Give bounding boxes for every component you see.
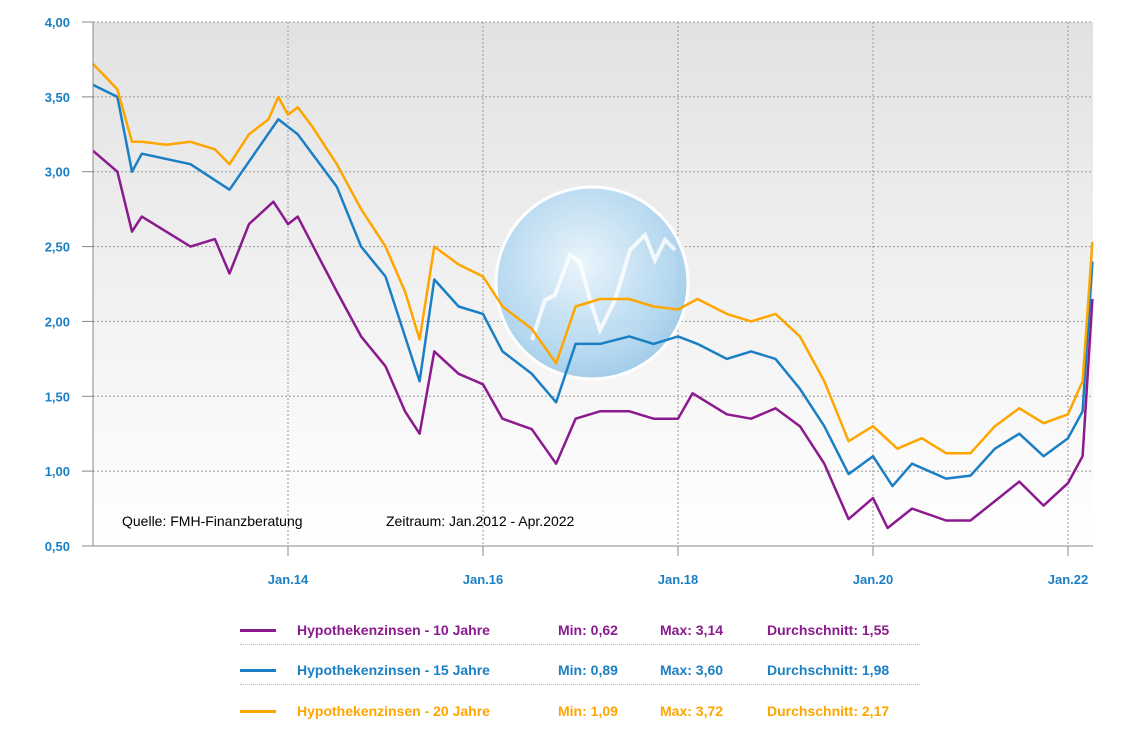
legend-item-15y: Hypothekenzinsen - 15 Jahre Min: 0,89 Ma… <box>240 652 920 692</box>
legend-max: Max: 3,72 <box>660 703 724 719</box>
legend-max: Max: 3,14 <box>660 622 724 638</box>
legend-swatch <box>240 669 276 672</box>
x-tick-label: Jan.22 <box>1048 572 1088 587</box>
x-tick-label: Jan.20 <box>853 572 893 587</box>
legend-item-20y: Hypothekenzinsen - 20 Jahre Min: 1,09 Ma… <box>240 693 920 733</box>
series-line-15y <box>92 83 1094 488</box>
watermark-logo <box>494 185 690 381</box>
legend-divider <box>240 644 920 645</box>
y-tick-label: 2,50 <box>45 240 70 255</box>
legend-min: Min: 0,89 <box>558 662 618 678</box>
y-tick-label: 4,00 <box>45 15 70 30</box>
legend-avg: Durchschnitt: 1,98 <box>767 662 890 678</box>
y-tick-label: 1,50 <box>45 389 70 404</box>
legend-avg: Durchschnitt: 2,17 <box>767 703 890 719</box>
legend-label: Hypothekenzinsen - 10 Jahre <box>297 622 490 638</box>
legend-swatch <box>240 710 276 713</box>
y-tick-label: 0,50 <box>45 539 70 554</box>
y-tick-label: 3,00 <box>45 165 70 180</box>
y-tick-label: 3,50 <box>45 90 70 105</box>
x-tick-label: Jan.14 <box>268 572 309 587</box>
legend-min: Min: 1,09 <box>558 703 618 719</box>
period-annotation: Zeitraum: Jan.2012 - Apr.2022 <box>386 513 575 529</box>
series-line-10y <box>92 149 1094 530</box>
line-chart: 4,00 3,50 3,00 2,50 2,00 1,50 1,00 0,50 Jan.14 Ja… <box>45 15 1094 587</box>
legend-avg: Durchschnitt: 1,55 <box>767 622 890 638</box>
source-annotation: Quelle: FMH-Finanzberatung <box>122 513 303 529</box>
legend-swatch <box>240 629 276 632</box>
legend-max: Max: 3,60 <box>660 662 724 678</box>
y-tick-label: 2,00 <box>45 314 70 329</box>
legend-min: Min: 0,62 <box>558 622 618 638</box>
legend-divider <box>240 684 920 685</box>
legend-item-10y: Hypothekenzinsen - 10 Jahre Min: 0,62 Ma… <box>240 612 920 652</box>
legend-label: Hypothekenzinsen - 20 Jahre <box>297 703 490 719</box>
legend-label: Hypothekenzinsen - 15 Jahre <box>297 662 490 678</box>
x-tick-label: Jan.18 <box>658 572 698 587</box>
x-tick-label: Jan.16 <box>463 572 503 587</box>
series-line-20y <box>92 63 1094 455</box>
y-tick-label: 1,00 <box>45 464 70 479</box>
